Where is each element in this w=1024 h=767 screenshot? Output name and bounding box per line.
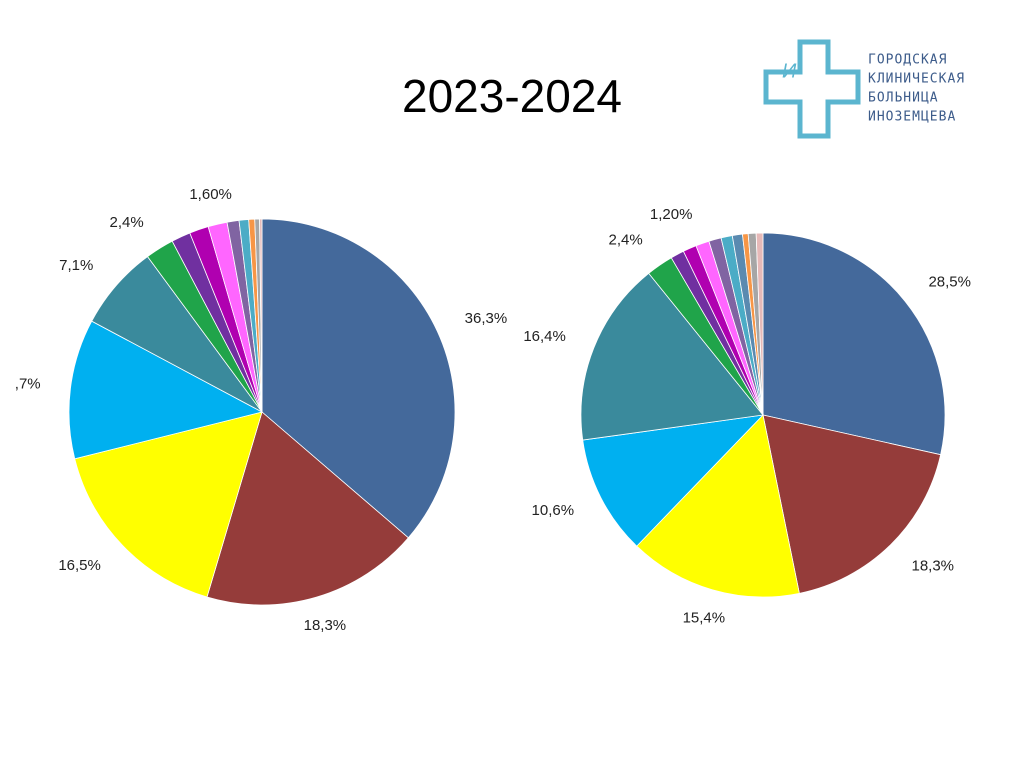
pie-slice [261,218,456,539]
pie-slice [259,218,263,413]
value-label: 2,4% [109,214,143,231]
value-label: 16,5% [58,557,101,574]
logo-line: КЛИНИЧЕСКАЯ [868,72,965,87]
logo-mark: И [782,60,797,82]
logo-line: ГОРОДСКАЯ [868,53,947,68]
value-label: 28,5% [928,273,971,290]
value-label: 1,20% [650,206,693,223]
value-label: 10,6% [532,502,575,519]
value-label: 18,3% [911,557,954,574]
slide-title: 2023-2024 [402,70,622,122]
logo-line: БОЛЬНИЦА [868,91,939,106]
pie-slice [762,414,942,594]
pie-slice [580,272,764,441]
value-label: ,7% [15,376,41,393]
value-label: 1,60% [189,186,232,203]
value-label: 7,1% [59,257,93,274]
value-label: 36,3% [465,310,508,327]
pie-slice [582,414,765,547]
pie-slice [636,414,800,598]
pie-slice [68,320,264,460]
value-label: 15,4% [683,610,726,627]
logo: И ГОРОДСКАЯ КЛИНИЧЕСКАЯ БОЛЬНИЦА ИНОЗЕМЦ… [763,39,965,139]
pie-slice [755,232,764,416]
pie-slice [762,232,946,456]
logo-cross [763,39,861,139]
value-label: 16,4% [523,328,566,345]
logo-line: ИНОЗЕМЦЕВА [868,110,956,125]
value-label: 2,4% [609,231,643,248]
value-label: 18,3% [304,617,347,634]
pie-slice [206,411,409,606]
pie-slice [74,411,263,598]
